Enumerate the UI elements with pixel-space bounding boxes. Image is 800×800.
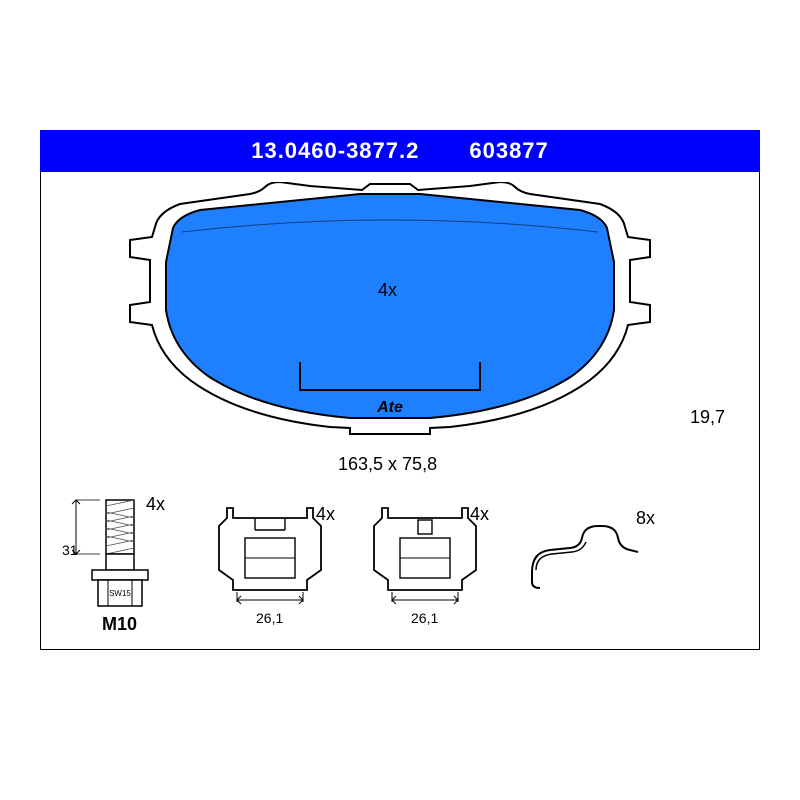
diagram-canvas: Ate 4x 163,5 x 75,8 19,7 bbox=[40, 172, 760, 650]
brake-pad-drawing: Ate bbox=[110, 182, 670, 462]
brake-pad-thickness: 19,7 bbox=[690, 407, 725, 428]
brand-logo: Ate bbox=[376, 399, 403, 416]
clip-b-qty: 4x bbox=[470, 504, 489, 525]
short-number: 603877 bbox=[469, 138, 548, 164]
part-number: 13.0460-3877.2 bbox=[251, 138, 419, 164]
brake-pad-qty: 4x bbox=[378, 280, 397, 301]
bolt-length: 31 bbox=[62, 542, 78, 558]
bolt-thread: M10 bbox=[102, 614, 137, 635]
brake-pad-dimension: 163,5 x 75,8 bbox=[338, 454, 437, 475]
bolt-wrench-size: SW15 bbox=[109, 589, 131, 598]
clip-b-width: 26,1 bbox=[411, 610, 438, 626]
title-bar: 13.0460-3877.2 603877 bbox=[40, 130, 760, 172]
spring-clip-qty: 8x bbox=[636, 508, 655, 529]
clip-a-qty: 4x bbox=[316, 504, 335, 525]
clip-a-width: 26,1 bbox=[256, 610, 283, 626]
bolt-qty: 4x bbox=[146, 494, 165, 515]
spring-clip-drawing bbox=[520, 512, 650, 602]
